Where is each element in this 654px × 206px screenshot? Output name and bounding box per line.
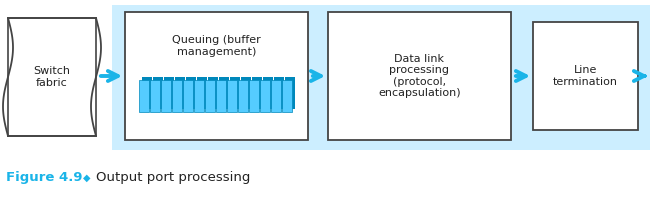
FancyBboxPatch shape: [208, 77, 218, 109]
FancyBboxPatch shape: [175, 77, 185, 109]
FancyBboxPatch shape: [183, 80, 193, 112]
Text: Switch
fabric: Switch fabric: [33, 66, 71, 88]
FancyBboxPatch shape: [260, 80, 270, 112]
FancyBboxPatch shape: [112, 5, 650, 150]
FancyBboxPatch shape: [153, 77, 163, 109]
Text: Figure 4.9: Figure 4.9: [6, 172, 82, 185]
FancyBboxPatch shape: [125, 12, 308, 140]
FancyBboxPatch shape: [263, 77, 273, 109]
Text: ◆: ◆: [83, 173, 90, 183]
Text: Queuing (buffer
management): Queuing (buffer management): [172, 35, 261, 57]
FancyBboxPatch shape: [186, 77, 196, 109]
FancyBboxPatch shape: [139, 80, 149, 112]
FancyBboxPatch shape: [252, 77, 262, 109]
FancyBboxPatch shape: [142, 77, 152, 109]
Text: Data link
processing
(protocol,
encapsulation): Data link processing (protocol, encapsul…: [378, 54, 461, 98]
FancyBboxPatch shape: [282, 80, 292, 112]
FancyBboxPatch shape: [194, 80, 204, 112]
FancyBboxPatch shape: [285, 77, 295, 109]
FancyBboxPatch shape: [9, 19, 95, 135]
FancyBboxPatch shape: [197, 77, 207, 109]
FancyBboxPatch shape: [533, 22, 638, 130]
FancyBboxPatch shape: [161, 80, 171, 112]
Text: Output port processing: Output port processing: [96, 172, 250, 185]
FancyBboxPatch shape: [150, 80, 160, 112]
Text: Line
termination: Line termination: [553, 65, 618, 87]
FancyBboxPatch shape: [249, 80, 259, 112]
FancyBboxPatch shape: [274, 77, 284, 109]
FancyBboxPatch shape: [205, 80, 215, 112]
FancyBboxPatch shape: [164, 77, 174, 109]
FancyBboxPatch shape: [216, 80, 226, 112]
FancyBboxPatch shape: [172, 80, 182, 112]
FancyBboxPatch shape: [227, 80, 237, 112]
FancyBboxPatch shape: [328, 12, 511, 140]
FancyBboxPatch shape: [219, 77, 229, 109]
FancyBboxPatch shape: [230, 77, 240, 109]
FancyBboxPatch shape: [8, 18, 96, 136]
FancyBboxPatch shape: [241, 77, 251, 109]
FancyBboxPatch shape: [271, 80, 281, 112]
FancyBboxPatch shape: [238, 80, 248, 112]
